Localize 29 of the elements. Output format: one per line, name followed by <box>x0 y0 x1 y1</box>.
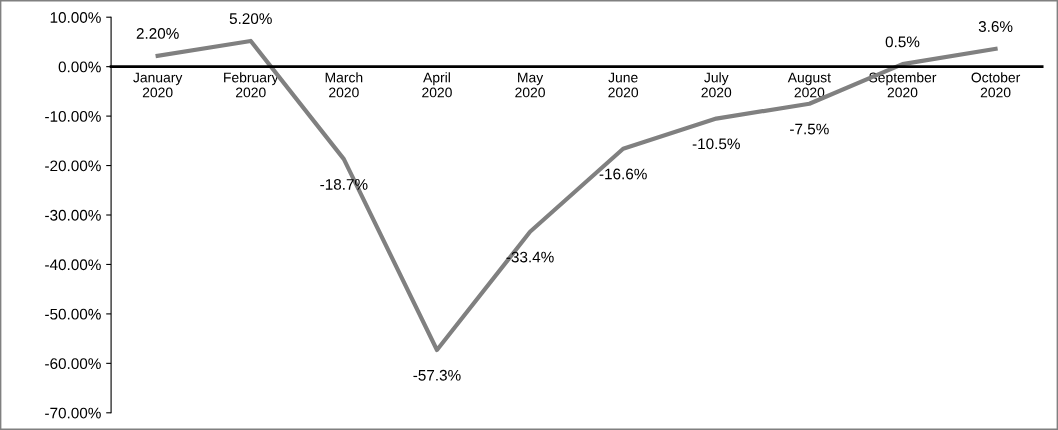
y-tick-label: -70.00% <box>45 407 101 419</box>
y-tick-label: -60.00% <box>45 358 101 370</box>
x-tick-label: April 2020 <box>422 72 452 98</box>
y-tick-label: 10.00% <box>50 12 101 23</box>
y-tick-label: -20.00% <box>45 160 101 172</box>
x-tick-label: March 2020 <box>325 72 363 98</box>
x-tick-label: May 2020 <box>515 72 545 98</box>
x-tick-label: June 2020 <box>608 72 639 98</box>
x-tick-label: July 2020 <box>701 72 732 98</box>
x-tick-label: October 2020 <box>971 72 1021 98</box>
x-tick-label: September 2020 <box>869 72 937 98</box>
y-tick-label: -30.00% <box>45 209 101 221</box>
y-tick-label: -50.00% <box>45 308 101 320</box>
data-label: -33.4% <box>506 251 554 263</box>
y-tick-label: -10.00% <box>45 110 101 122</box>
data-label: 3.6% <box>978 21 1013 32</box>
data-label: -10.5% <box>692 138 740 150</box>
data-label: 0.5% <box>885 36 920 48</box>
data-label: -18.7% <box>320 178 368 190</box>
data-label: 2.20% <box>136 28 179 39</box>
x-tick-label: February 2020 <box>224 72 279 98</box>
data-label: -16.6% <box>599 168 647 180</box>
data-label: -57.3% <box>413 369 461 381</box>
x-tick-label: January 2020 <box>133 72 183 98</box>
y-tick-label: -40.00% <box>45 259 101 271</box>
data-label: -7.5% <box>790 123 829 135</box>
y-tick-label: 0.00% <box>58 61 101 73</box>
data-label: 5.20% <box>229 13 272 25</box>
x-tick-label: August 2020 <box>787 72 831 98</box>
